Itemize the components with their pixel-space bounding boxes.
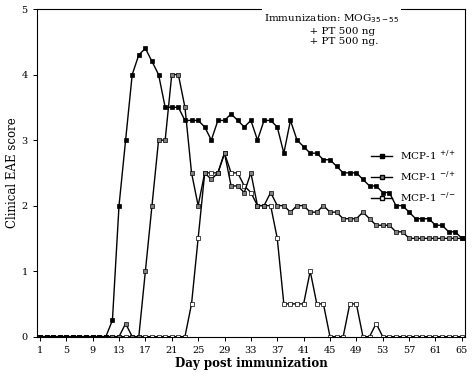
Text: Immunization: MOG$_{35-55}$
              + PT 500 ng
              + PT 500 ng.: Immunization: MOG$_{35-55}$ + PT 500 ng … bbox=[264, 12, 399, 46]
Legend: MCP-1 $^{+/+}$, MCP-1 $^{-/+}$, MCP-1 $^{-/-}$: MCP-1 $^{+/+}$, MCP-1 $^{-/+}$, MCP-1 $^… bbox=[368, 145, 460, 208]
X-axis label: Day post immunization: Day post immunization bbox=[174, 358, 327, 370]
Y-axis label: Clinical EAE score: Clinical EAE score bbox=[6, 117, 18, 228]
